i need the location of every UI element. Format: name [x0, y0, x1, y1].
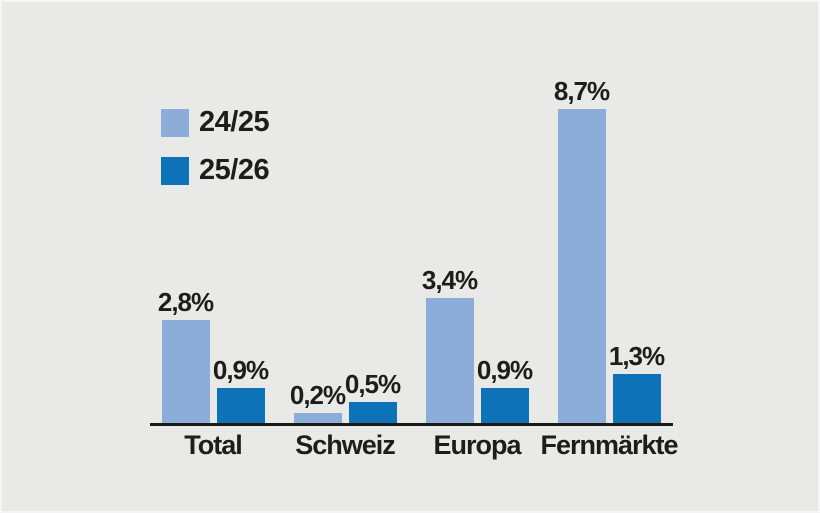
category-label-europa: Europa — [433, 430, 521, 460]
bar-24-25 — [557, 109, 606, 423]
legend-label-25-26: 25/26 — [199, 154, 270, 186]
bar-group-schweiz: 0,2% 0,5% — [290, 371, 401, 423]
bar-group-europa: 3,4% 0,9% — [422, 267, 533, 423]
bar-column: 0,5% — [345, 371, 401, 423]
category-axis: Total Schweiz Europa Fernmärkte — [0, 430, 820, 467]
bar-group-total: 2,8% 0,9% — [158, 289, 269, 423]
bar-value-label: 8,7% — [553, 76, 610, 106]
category-label-schweiz: Schweiz — [295, 430, 396, 460]
bar-25-26 — [612, 374, 661, 423]
bar-24-25 — [161, 320, 210, 423]
category-label-total: Total — [184, 430, 242, 460]
plot-area: 2,8% 0,9% 0,2% 0,5% 3,4% 0,9% 8,7% 1,3% — [150, 0, 673, 423]
bar-column: 2,8% — [158, 289, 214, 423]
category-label-fernmärkte: Fernmärkte — [540, 430, 678, 460]
legend-item: 24/25 — [161, 106, 270, 138]
bar-column: 0,9% — [477, 357, 533, 423]
bar-value-label: 0,5% — [344, 369, 401, 399]
legend: 24/25 25/26 — [161, 106, 270, 204]
bar-value-label: 0,9% — [476, 355, 533, 385]
bar-column: 3,4% — [422, 267, 478, 423]
bar-value-label: 0,9% — [212, 355, 269, 385]
bar-value-label: 2,8% — [157, 287, 214, 317]
bar-column: 1,3% — [609, 343, 665, 423]
bar-25-26 — [348, 402, 397, 423]
bar-24-25 — [293, 413, 342, 423]
legend-swatch-25-26 — [161, 156, 189, 185]
x-axis-line — [150, 423, 673, 426]
bar-column: 8,7% — [554, 78, 610, 423]
bar-group-fernmärkte: 8,7% 1,3% — [554, 78, 665, 423]
bar-25-26 — [480, 388, 529, 423]
bar-column: 0,9% — [213, 357, 269, 423]
legend-item: 25/26 — [161, 154, 270, 186]
bar-25-26 — [216, 388, 265, 423]
bar-24-25 — [425, 298, 474, 423]
bar-value-label: 3,4% — [421, 265, 478, 295]
bar-value-label: 1,3% — [608, 341, 665, 371]
bar-value-label: 0,2% — [289, 380, 346, 410]
bar-column: 0,2% — [290, 382, 346, 423]
legend-label-24-25: 24/25 — [199, 106, 270, 138]
legend-swatch-24-25 — [161, 108, 189, 137]
